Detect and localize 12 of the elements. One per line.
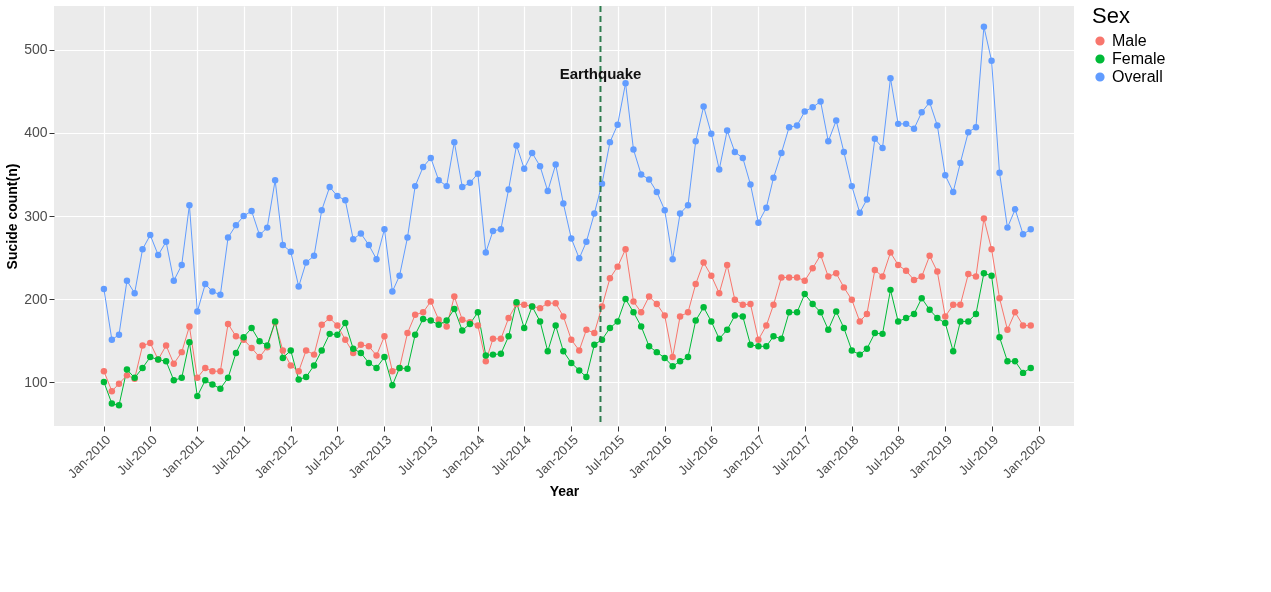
legend-label: Female <box>1112 50 1166 67</box>
y-axis-title: Sucide count(n) <box>4 163 21 270</box>
y-tick-label: 300 <box>24 207 48 224</box>
legend-label: Overall <box>1112 68 1163 85</box>
legend-label: Male <box>1112 32 1147 49</box>
y-tick-label: 100 <box>24 373 48 390</box>
y-tick-label: 400 <box>24 124 48 141</box>
x-axis-title: Year <box>549 483 580 500</box>
y-tick-label: 200 <box>24 290 48 307</box>
y-tick-label: 500 <box>24 41 48 58</box>
ref-line-label: Earthquake <box>559 65 642 82</box>
legend-title: Sex <box>1092 3 1130 28</box>
